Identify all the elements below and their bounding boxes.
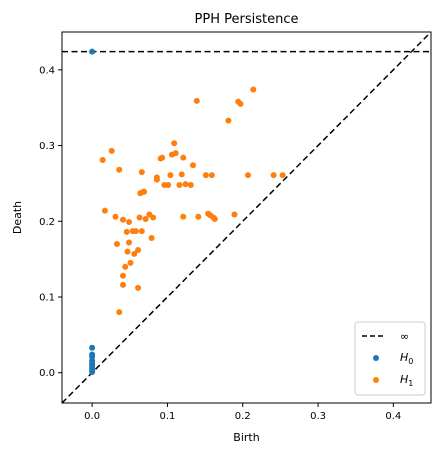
h1-point <box>237 100 244 107</box>
h1-point <box>135 284 142 291</box>
h1-point <box>178 171 185 178</box>
h1-point <box>119 272 126 279</box>
legend: ∞ H0 H1 <box>354 321 426 396</box>
h1-point <box>171 140 178 147</box>
h1-point <box>119 281 126 288</box>
h1-point <box>126 239 133 246</box>
h1-point <box>208 172 215 179</box>
h1-point <box>135 247 142 254</box>
h1-point <box>101 207 108 214</box>
h1-point <box>131 250 138 257</box>
h1-point <box>112 213 119 220</box>
h1-point <box>108 147 115 154</box>
h1-point <box>138 228 145 235</box>
legend-h0-swatch <box>373 355 379 361</box>
h1-point <box>150 214 157 221</box>
h1-point <box>127 259 134 266</box>
y-tick-label: 0.0 <box>39 368 55 379</box>
h1-point <box>190 162 197 169</box>
legend-h1-swatch <box>373 377 379 383</box>
h1-point <box>202 172 209 179</box>
h1-point <box>136 214 143 221</box>
x-tick-label: 0.2 <box>235 411 251 422</box>
h0-point <box>89 368 96 375</box>
y-tick-label: 0.2 <box>39 217 55 228</box>
h1-point <box>141 188 148 195</box>
y-tick-label: 0.4 <box>39 65 55 76</box>
h1-point <box>176 181 183 188</box>
h1-point <box>122 263 129 270</box>
h1-point <box>187 181 194 188</box>
h1-point <box>113 241 120 247</box>
h0-point <box>89 344 96 351</box>
h1-point <box>132 228 139 235</box>
chart-title: PPH Persistence <box>195 12 299 27</box>
x-axis: 0.0 0.1 0.2 0.3 0.4 <box>84 403 401 422</box>
h1-point <box>250 86 257 93</box>
h0-point <box>89 48 96 55</box>
h1-point <box>172 150 179 157</box>
h1-point <box>126 219 133 226</box>
x-tick-label: 0.3 <box>310 411 326 422</box>
y-axis: 0.0 0.1 0.2 0.3 0.4 <box>39 65 62 379</box>
plot-area <box>62 32 431 403</box>
h1-point <box>225 117 232 124</box>
legend-h1-label: H1 <box>400 373 413 388</box>
h1-point <box>167 172 174 179</box>
h1-point <box>124 248 131 255</box>
h1-point <box>182 181 189 188</box>
h1-point <box>193 97 200 104</box>
x-axis-title: Birth <box>233 431 259 444</box>
h1-point <box>279 172 286 179</box>
h1-point <box>148 234 155 241</box>
h1-point <box>116 166 123 173</box>
h1-point <box>119 216 126 223</box>
h1-point <box>99 156 106 163</box>
h1-point <box>138 169 145 176</box>
h1-point <box>270 172 277 179</box>
h1-point <box>159 154 166 161</box>
diagonal-line <box>62 32 431 403</box>
h1-point <box>195 213 202 220</box>
h1-point <box>142 216 149 223</box>
x-tick-label: 0.0 <box>84 411 100 422</box>
h1-point <box>180 154 187 161</box>
plot-frame <box>61 31 432 404</box>
h1-point <box>153 176 160 183</box>
h1-point <box>231 211 238 218</box>
h1-point <box>123 228 130 235</box>
y-tick-label: 0.1 <box>39 293 55 304</box>
h1-point <box>165 181 172 188</box>
x-tick-label: 0.1 <box>159 411 175 422</box>
legend-box <box>354 321 426 396</box>
y-tick-label: 0.3 <box>39 141 55 152</box>
h1-point <box>245 172 252 179</box>
y-axis-title: Death <box>11 201 24 234</box>
legend-infinity-label: ∞ <box>400 330 409 343</box>
h1-point <box>180 213 187 220</box>
x-tick-label: 0.4 <box>385 411 401 422</box>
legend-h0-label: H0 <box>400 351 413 366</box>
h1-point <box>211 216 218 223</box>
h1-point <box>116 309 123 316</box>
